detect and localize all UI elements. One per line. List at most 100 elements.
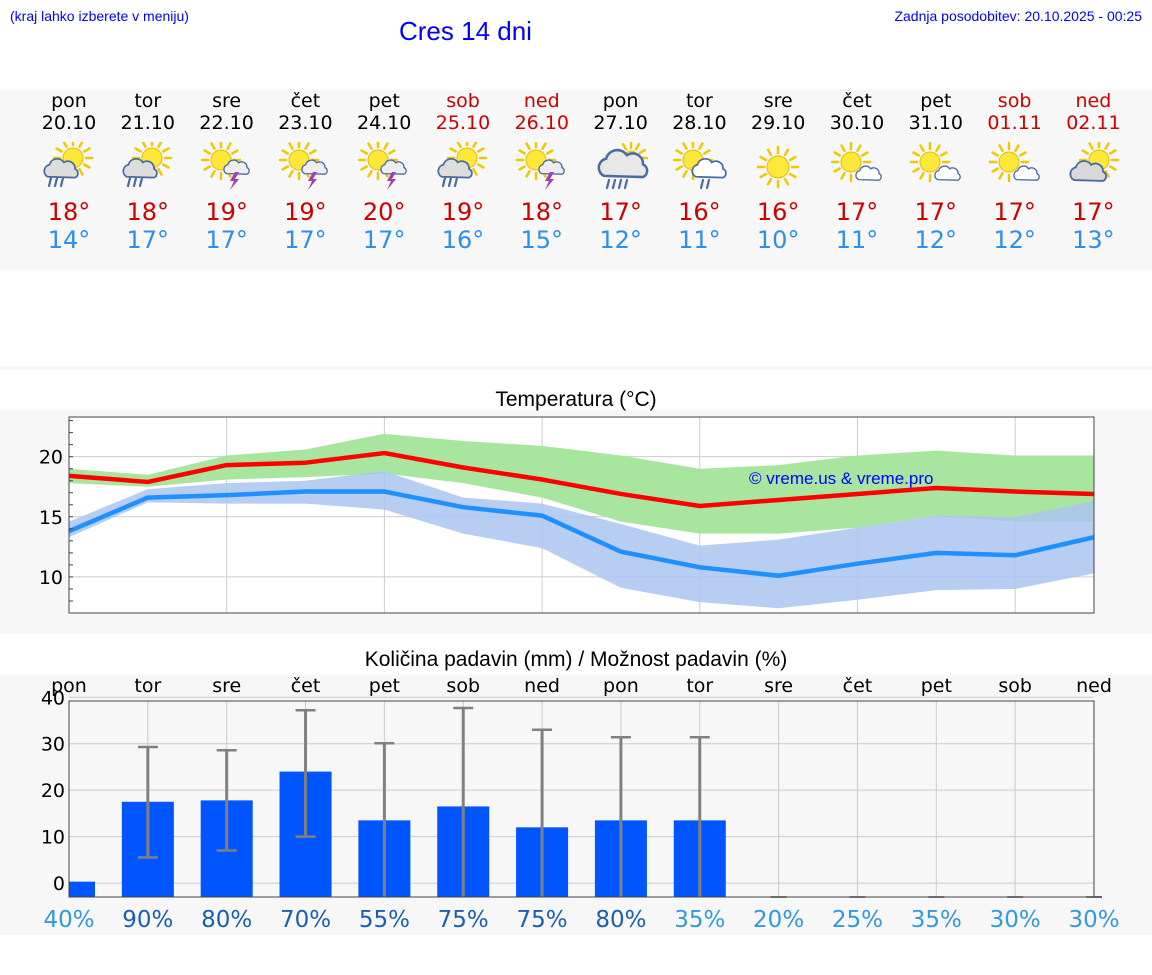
x-tick-label: pon	[51, 675, 87, 697]
sun-cloud-rain-icon	[437, 142, 488, 188]
temp-max: 17°	[993, 198, 1036, 226]
day-date: 26.10	[514, 112, 569, 134]
day-column: tor 21.10 18° 17°	[108, 90, 188, 254]
y-tick-label: 10	[41, 827, 65, 849]
day-name: čet	[290, 90, 321, 112]
temp-min: 17°	[126, 226, 170, 254]
day-date: 24.10	[356, 112, 412, 134]
sun-thunder-icon	[357, 142, 407, 190]
day-name: ned	[523, 90, 560, 112]
sun-thunder-icon	[279, 142, 329, 190]
temp-min: 10°	[756, 226, 800, 254]
day-name: tor	[134, 90, 162, 112]
x-tick-label: tor	[134, 675, 161, 697]
temp-min: 12°	[993, 226, 1036, 254]
day-name: sob	[446, 90, 480, 112]
day-date: 30.10	[829, 112, 885, 134]
watermark: © vreme.us & vreme.pro	[749, 469, 933, 488]
precip-probability: 30%	[990, 907, 1041, 933]
y-tick-label: 40	[41, 687, 65, 709]
day-name: pon	[51, 90, 87, 112]
temp-min: 12°	[599, 226, 642, 254]
day-column: čet 23.10 19° 17°	[265, 90, 345, 254]
day-name: pet	[368, 90, 400, 112]
day-name: tor	[685, 90, 713, 112]
day-name: ned	[1075, 90, 1112, 112]
x-tick-label: pet	[921, 675, 952, 697]
day-date: 22.10	[199, 112, 254, 134]
temp-max: 18°	[126, 198, 170, 226]
precip-probability: 35%	[674, 907, 725, 933]
temp-min: 15°	[520, 226, 564, 254]
day-date: 28.10	[672, 112, 727, 134]
x-tick-label: čet	[291, 675, 321, 697]
y-tick-label: 30	[41, 734, 65, 756]
precip-probability: 55%	[359, 907, 410, 933]
precip-probability: 75%	[517, 907, 568, 933]
temp-max: 19°	[205, 198, 248, 226]
temp-max: 16°	[756, 198, 800, 226]
min-temp-line	[68, 489, 1095, 578]
temp-min: 13°	[1072, 226, 1115, 254]
x-tick-label: pet	[369, 675, 400, 697]
x-tick-label: ned	[524, 675, 560, 697]
sun-icon	[756, 145, 800, 189]
temp-max: 19°	[441, 198, 485, 226]
temp-min: 14°	[47, 226, 91, 254]
temp-max: 17°	[914, 198, 958, 226]
y-tick-label: 0	[53, 873, 65, 895]
precip-probability: 70%	[280, 907, 331, 933]
day-column: sre 22.10 19° 17°	[187, 90, 267, 254]
precip-probability: 80%	[201, 907, 252, 933]
temp-min: 11°	[678, 226, 721, 254]
daily-forecast-panel	[0, 90, 1152, 270]
temp-max: 20°	[362, 198, 406, 226]
sun-cloud-rain-icon	[122, 142, 173, 188]
x-tick-label: sob	[998, 675, 1032, 697]
plot-frame	[68, 416, 1095, 614]
separator	[0, 366, 1152, 370]
day-name: sre	[212, 90, 242, 112]
day-date: 21.10	[120, 112, 175, 134]
sun-thunder-icon	[200, 142, 250, 190]
temp-max: 18°	[47, 198, 91, 226]
y-tick-label: 15	[39, 507, 63, 529]
day-column: pet 24.10 20° 17°	[344, 90, 424, 254]
sun-small-cloud-icon	[988, 142, 1040, 183]
day-name: pon	[602, 90, 639, 112]
last-updated: Zadnja posodobitev: 20.10.2025 - 00:25	[894, 8, 1142, 24]
sun-cloud-icon	[1069, 142, 1120, 182]
precip-probability: 30%	[1068, 907, 1119, 933]
day-column: sob 25.10 19° 16°	[423, 90, 503, 254]
day-column: čet 30.10 17° 11°	[817, 90, 897, 254]
y-tick-label: 20	[39, 447, 63, 469]
page-title: Cres 14 dni	[399, 16, 532, 46]
day-column: ned 02.11 17° 13°	[1053, 90, 1133, 254]
min-temp-range-band	[69, 471, 1094, 609]
x-tick-label: sob	[446, 675, 480, 697]
day-date: 31.10	[908, 112, 963, 134]
precip-probability: 35%	[911, 907, 962, 933]
x-tick-label: pon	[603, 675, 639, 697]
temp-min: 12°	[914, 226, 958, 254]
x-tick-label: čet	[843, 675, 873, 697]
sun-small-cloud-icon	[830, 142, 882, 183]
day-column: pon 20.10 18° 14°	[29, 90, 109, 254]
temp-min: 11°	[835, 226, 879, 254]
temp-min: 17°	[362, 226, 406, 254]
temp-min: 17°	[205, 226, 248, 254]
temperature-chart-title: Temperatura (°C)	[495, 388, 657, 411]
temp-max: 17°	[835, 198, 879, 226]
day-name: pet	[920, 90, 952, 112]
day-date: 01.11	[987, 112, 1042, 134]
precip-probability: 75%	[438, 907, 489, 933]
temp-max: 16°	[678, 198, 721, 226]
plot-frame	[68, 700, 1095, 898]
temp-min: 17°	[284, 226, 327, 254]
day-date: 02.11	[1066, 112, 1121, 134]
precip-probability: 90%	[122, 907, 173, 933]
day-date: 25.10	[435, 112, 491, 134]
temp-max: 17°	[1072, 198, 1115, 226]
day-column: tor 28.10 16° 11°	[659, 90, 739, 254]
